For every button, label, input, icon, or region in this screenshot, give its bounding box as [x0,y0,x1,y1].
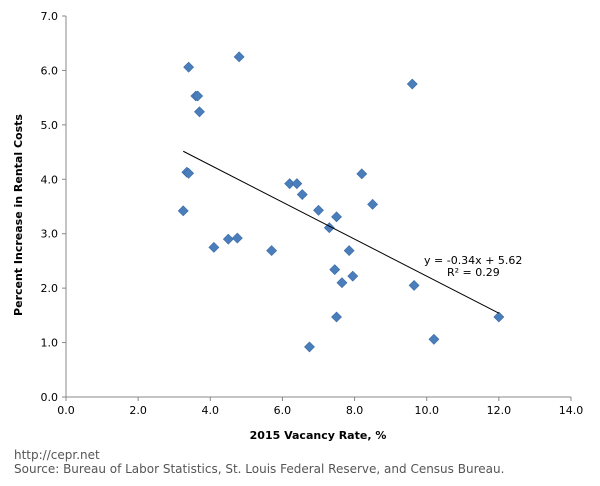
data-point [331,311,342,323]
data-point [222,233,234,245]
data-point [304,341,315,353]
data-point [331,211,342,223]
x-axis-ticks: 0.0 2.0 4.0 6.0 8.0 10.0 12.0 14.0 [57,397,583,417]
data-point [428,333,440,345]
trendline-group [183,150,500,314]
x-tick-label: 0.0 [57,404,75,417]
y-axis-title: Percent Increase in Rental Costs [12,114,25,316]
y-tick-label: 2.0 [41,282,59,295]
data-point [266,245,278,257]
data-point [177,205,189,217]
trendline [183,150,500,314]
y-tick-label: 0.0 [41,391,59,404]
data-point [343,245,355,257]
x-tick-label: 12.0 [487,404,512,417]
trendline-r-squared: R² = 0.29 [447,266,500,279]
data-point [313,204,324,216]
footer-url: http://cepr.net [14,448,100,462]
data-point [336,277,348,289]
data-point [291,178,303,190]
y-tick-label: 4.0 [41,173,59,186]
data-point [231,232,243,244]
data-point [367,198,379,210]
x-axis-title: 2015 Vacancy Rate, % [250,429,387,442]
trendline-equation: y = -0.34x + 5.62 [424,254,522,267]
y-tick-label: 3.0 [41,228,59,241]
x-tick-label: 8.0 [346,404,364,417]
data-point [192,90,204,102]
data-point [493,311,505,323]
x-tick-label: 10.0 [414,404,439,417]
plot-area [65,16,571,398]
data-point [356,168,368,180]
data-point [284,178,296,190]
y-tick-label: 7.0 [41,10,59,23]
data-point [194,106,205,118]
data-point [329,264,341,276]
footer-source: Source: Bureau of Labor Statistics, St. … [14,462,505,476]
x-tick-label: 2.0 [129,404,147,417]
data-point [408,279,420,291]
data-point [233,51,245,63]
data-point [183,61,195,73]
y-tick-label: 6.0 [41,64,59,77]
y-tick-label: 1.0 [41,337,59,350]
y-axis-ticks: 0.0 1.0 2.0 3.0 4.0 5.0 6.0 7.0 [41,10,66,404]
data-point [347,270,359,282]
data-points [177,51,505,353]
x-tick-label: 4.0 [202,404,220,417]
data-point [296,189,308,200]
x-tick-label: 6.0 [274,404,292,417]
data-point [208,241,220,253]
data-point [183,167,195,179]
data-point [406,78,418,90]
y-tick-label: 5.0 [41,119,59,132]
x-tick-label: 14.0 [559,404,584,417]
